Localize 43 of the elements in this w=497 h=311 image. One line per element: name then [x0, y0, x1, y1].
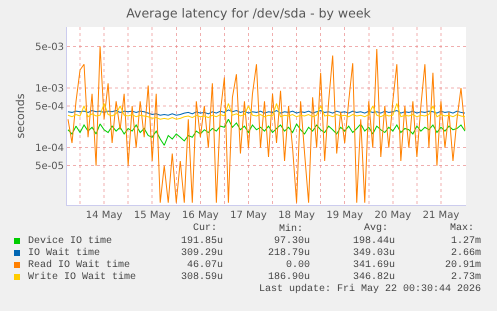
text: 218.79u: [268, 248, 310, 259]
legend-label: Read IO Wait time: [28, 259, 130, 271]
text: 198.44u: [353, 236, 396, 247]
text: 341.69u: [353, 260, 396, 271]
y-tick-label: 5e-05: [35, 161, 64, 172]
text: 0.00: [286, 260, 310, 271]
x-tick-label: 16 May: [182, 210, 219, 221]
text: 97.30u: [274, 236, 310, 247]
x-tick-label: 20 May: [374, 210, 412, 221]
x-tick-label: 17 May: [230, 210, 267, 221]
text: 20.91m: [445, 260, 482, 271]
line-series: [68, 103, 466, 120]
line-series: [68, 46, 466, 204]
legend-label: Write IO Wait time: [28, 271, 136, 283]
x-tick-label: 15 May: [134, 210, 171, 221]
text: 309.29u: [181, 248, 224, 259]
text: 2.66m: [451, 248, 482, 259]
y-tick-label: 5e-03: [35, 42, 64, 53]
y-tick-label: 5e-04: [35, 101, 64, 112]
text: 2.73m: [451, 272, 482, 283]
text: Cur:: [193, 223, 218, 234]
text: 186.90u: [268, 272, 310, 283]
text: 349.03u: [353, 248, 396, 259]
text: 46.07u: [187, 260, 224, 271]
text: 191.85u: [181, 236, 224, 247]
x-tick-label: 21 May: [422, 210, 460, 221]
legend-label: IO Wait time: [28, 247, 100, 259]
text: 1.27m: [451, 236, 482, 247]
chart-title: Average latency for /dev/sda - by week: [126, 5, 372, 20]
x-tick-label: 18 May: [278, 210, 315, 221]
y-tick-label: 1e-03: [35, 84, 64, 94]
x-tick-label: 19 May: [326, 210, 364, 221]
legend-label: Device IO time: [28, 235, 112, 247]
y-axis-title: seconds: [14, 93, 27, 138]
text: Avg:: [364, 223, 388, 234]
text: Min:: [279, 223, 304, 235]
y-tick-label: 1e-04: [35, 143, 64, 154]
text: Last update: Fri May 22 00:30:44 2026: [259, 283, 482, 295]
line-series: [68, 118, 466, 146]
text: 346.82u: [353, 272, 396, 283]
x-tick-label: 14 May: [86, 210, 122, 221]
text: Max:: [450, 223, 474, 234]
text: 308.59u: [181, 272, 224, 283]
